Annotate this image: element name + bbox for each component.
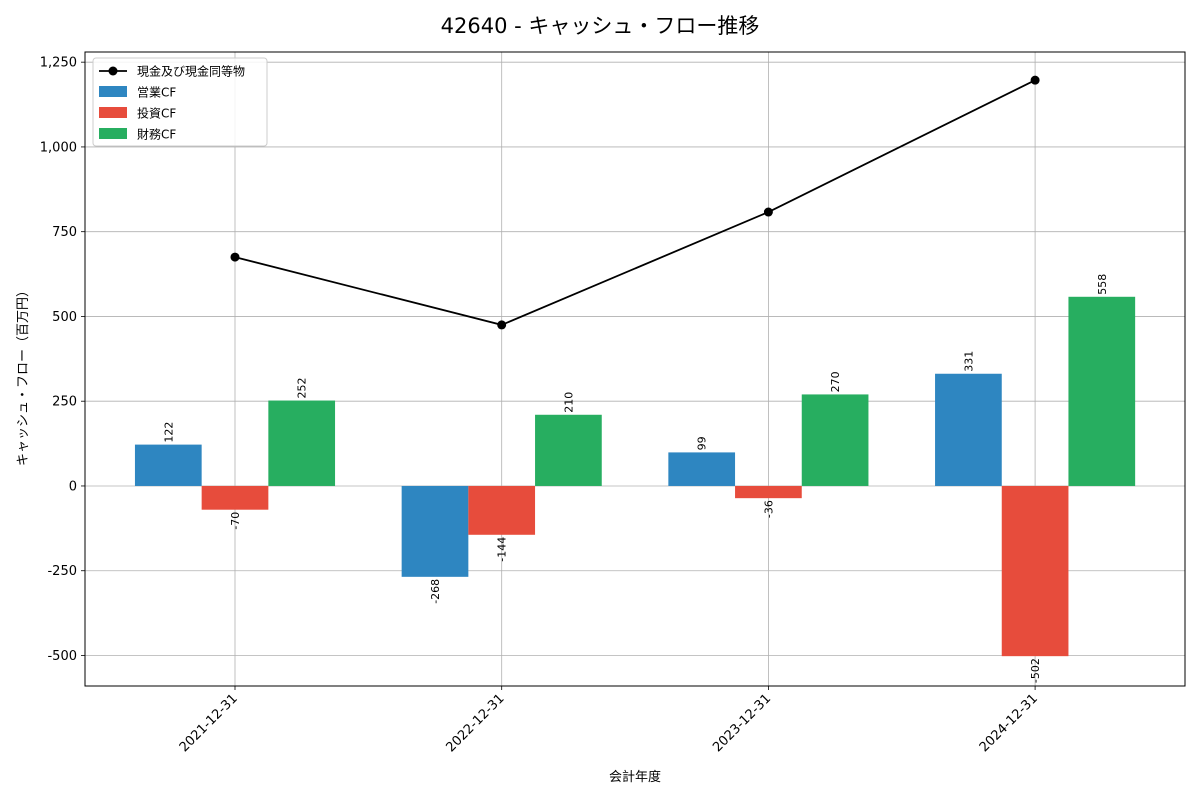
bar-3-2023-12-31: [801, 394, 869, 486]
bar-3-2024-12-31: [1068, 296, 1136, 486]
bar-1-2022-12-31: [401, 485, 469, 577]
y-tick-label: -500: [47, 649, 77, 664]
legend-line-marker: [108, 66, 118, 76]
bar-3-2021-12-31: [268, 400, 336, 486]
cash-balance-point: [497, 320, 507, 330]
bar-value-label: -502: [1029, 658, 1042, 683]
bar-3-2022-12-31: [535, 414, 602, 486]
bar-value-label: 331: [962, 351, 975, 372]
bar-2-2021-12-31: [201, 485, 269, 510]
bar-2-2024-12-31: [1001, 485, 1069, 657]
x-axis-title: 会計年度: [609, 769, 661, 785]
bar-value-label: 252: [296, 378, 309, 399]
legend-label: 財務CF: [137, 127, 176, 142]
legend-label: 投資CF: [137, 106, 176, 121]
legend-swatch: [99, 128, 127, 139]
cash-balance-line: [234, 79, 1036, 326]
y-tick-label: 750: [52, 225, 77, 240]
data-label-layer: 122 -268 99 331 -70 -144 -36 -502 252 210 270 558: [162, 274, 1109, 683]
y-tick-label: 1,000: [40, 140, 77, 155]
x-tick-label: 2024-12-31: [977, 691, 1041, 755]
y-tick-label: 0: [69, 479, 77, 494]
bar-value-label: 210: [562, 392, 575, 413]
bar-1-2021-12-31: [134, 444, 202, 486]
cash-balance-point: [230, 252, 240, 262]
bar-value-label: 122: [162, 422, 175, 443]
y-tick-label: 1,250: [40, 56, 77, 71]
legend-box: [92, 57, 268, 147]
legend-swatch: [99, 86, 127, 97]
line-layer: [230, 75, 1040, 330]
bar-2-2022-12-31: [468, 485, 536, 535]
bar-layer: [134, 296, 1136, 657]
bar-value-label: -36: [762, 500, 775, 518]
bar-value-label: -70: [229, 512, 242, 530]
cash-balance-point: [1030, 75, 1040, 85]
y-tick-label: -250: [47, 564, 77, 579]
y-tick-label: 250: [52, 395, 77, 410]
x-tick-label: 2023-12-31: [710, 691, 774, 755]
bar-value-label: -268: [429, 579, 442, 604]
x-tick-label: 2022-12-31: [443, 691, 507, 755]
bar-value-label: -144: [496, 537, 509, 562]
bar-1-2023-12-31: [668, 452, 736, 486]
x-tick-label: 2021-12-31: [177, 691, 241, 755]
bar-value-label: 558: [1096, 274, 1109, 295]
cash-balance-point: [763, 207, 773, 217]
chart-title: 42640 - キャッシュ・フロー推移: [441, 14, 760, 38]
bar-2-2023-12-31: [735, 485, 802, 499]
plot-frame: [84, 51, 1186, 687]
legend-label: 営業CF: [137, 86, 176, 100]
legend-label: 現金及び現金同等物: [137, 64, 245, 79]
y-axis-title: キャッシュ・フロー（百万円）: [16, 284, 31, 466]
bar-1-2024-12-31: [935, 373, 1002, 486]
legend-swatch: [99, 107, 127, 118]
y-tick-label: 500: [52, 310, 77, 325]
bar-value-label: 99: [696, 436, 709, 450]
bar-value-label: 270: [829, 371, 842, 392]
